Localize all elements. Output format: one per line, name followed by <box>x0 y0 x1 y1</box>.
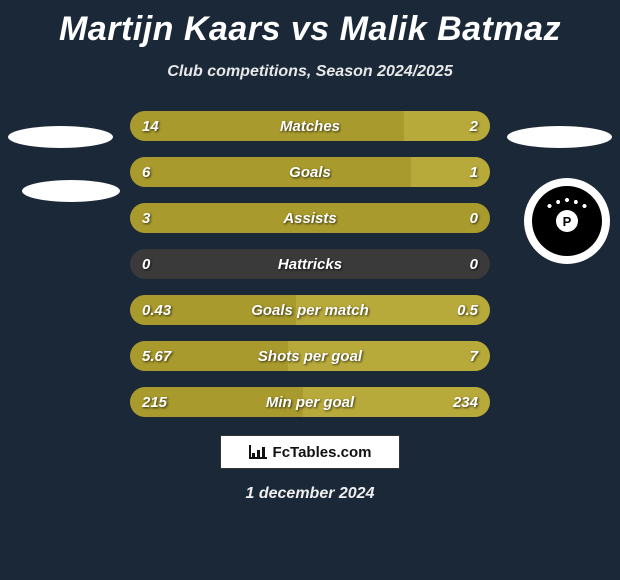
team-right-badge <box>524 178 610 264</box>
stat-row: 00Hattricks <box>130 249 490 279</box>
stat-label: Min per goal <box>130 387 490 417</box>
page-title: Martijn Kaars vs Malik Batmaz <box>0 0 620 49</box>
stat-row: 0.430.5Goals per match <box>130 295 490 325</box>
stat-row: 142Matches <box>130 111 490 141</box>
stat-label: Matches <box>130 111 490 141</box>
footer-brand: FcTables.com <box>220 435 400 469</box>
subtitle: Club competitions, Season 2024/2025 <box>0 63 620 81</box>
stat-row: 30Assists <box>130 203 490 233</box>
team-left-logo-1 <box>8 126 113 148</box>
chart-icon <box>249 445 267 459</box>
footer-brand-text: FcTables.com <box>273 444 372 461</box>
stat-label: Hattricks <box>130 249 490 279</box>
stat-label: Assists <box>130 203 490 233</box>
date: 1 december 2024 <box>0 485 620 503</box>
stat-label: Shots per goal <box>130 341 490 371</box>
team-left-logo-2 <box>22 180 120 202</box>
stat-row: 61Goals <box>130 157 490 187</box>
stat-row: 5.677Shots per goal <box>130 341 490 371</box>
stat-label: Goals per match <box>130 295 490 325</box>
stat-row: 215234Min per goal <box>130 387 490 417</box>
stats-bars: 142Matches 61Goals 30Assists 00Hattricks 0.4… <box>130 111 490 417</box>
team-right-logo-1 <box>507 126 612 148</box>
stat-label: Goals <box>130 157 490 187</box>
